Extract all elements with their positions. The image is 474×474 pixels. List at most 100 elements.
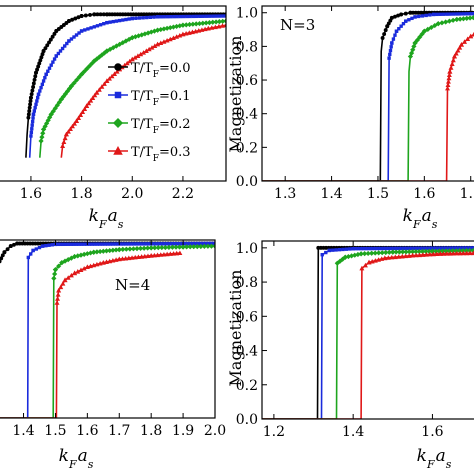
data-point-T0.2 bbox=[383, 249, 389, 256]
data-point-T0.2 bbox=[406, 249, 412, 255]
data-point-T0.0 bbox=[70, 17, 75, 22]
x-tick-label: 1.9 bbox=[172, 423, 194, 439]
data-point-T0.1 bbox=[337, 247, 342, 252]
data-point-T0.1 bbox=[451, 12, 456, 16]
panel-label: N=3 bbox=[280, 16, 315, 34]
data-point-T0.1 bbox=[422, 246, 427, 250]
x-tick-label: 1.8 bbox=[140, 423, 162, 439]
data-point-T0.0 bbox=[413, 10, 418, 15]
legend-label: T/TF=0.0 bbox=[131, 61, 191, 80]
data-point-T0.1 bbox=[126, 242, 131, 246]
data-point-T0.2 bbox=[416, 248, 422, 255]
data-point-T0.2 bbox=[190, 21, 196, 27]
data-point-T0.2 bbox=[467, 247, 473, 254]
data-point-T0.2 bbox=[443, 19, 449, 25]
data-point-T0.2 bbox=[91, 249, 97, 255]
data-point-T0.2 bbox=[187, 244, 193, 250]
data-point-T0.0 bbox=[31, 81, 36, 86]
data-point-T0.1 bbox=[117, 18, 122, 23]
data-point-T0.3 bbox=[424, 252, 429, 257]
data-point-T0.2 bbox=[134, 246, 140, 252]
data-point-T0.1 bbox=[184, 241, 188, 246]
data-point-T0.1 bbox=[108, 242, 113, 246]
data-point-T0.1 bbox=[30, 119, 35, 124]
data-point-T0.3 bbox=[446, 75, 452, 81]
data-point-T0.0 bbox=[38, 58, 43, 63]
y-tick-label: 0.4 bbox=[236, 107, 258, 123]
data-point-T0.3 bbox=[427, 251, 433, 257]
data-point-T0.1 bbox=[385, 246, 390, 251]
data-point-T0.1 bbox=[367, 246, 371, 251]
data-point-T0.3 bbox=[434, 251, 440, 257]
data-point-T0.1 bbox=[89, 26, 93, 30]
y-tick-label: 1.0 bbox=[236, 241, 258, 257]
data-point-T0.0 bbox=[399, 12, 404, 17]
data-point-T0.3 bbox=[80, 109, 86, 114]
data-point-T0.1 bbox=[449, 246, 453, 250]
legend-marker-T0.1 bbox=[114, 91, 122, 99]
data-point-T0.2 bbox=[216, 19, 222, 25]
panel-top-right: 1.3 1.4 1.5 1.6 1.7 0.0 0.2 0.4 0.6 0.8 1.0 Magneti… bbox=[226, 5, 474, 231]
x-axis-label: kFas bbox=[403, 206, 438, 231]
data-point-T0.2 bbox=[210, 19, 216, 25]
data-point-T0.0 bbox=[40, 52, 45, 57]
data-point-T0.2 bbox=[413, 249, 419, 255]
data-point-T0.3 bbox=[143, 48, 149, 53]
data-point-T0.3 bbox=[170, 35, 176, 41]
data-point-T0.3 bbox=[75, 269, 81, 274]
data-point-T0.0 bbox=[101, 12, 106, 17]
data-point-T0.2 bbox=[52, 271, 58, 277]
data-point-T0.1 bbox=[414, 246, 419, 250]
data-point-T0.2 bbox=[205, 243, 211, 249]
data-point-T0.1 bbox=[171, 242, 175, 246]
data-point-T0.1 bbox=[168, 14, 173, 19]
y-axis-label: Magnetization bbox=[226, 36, 245, 153]
series-line-T0.3 bbox=[262, 252, 474, 419]
data-point-T0.2 bbox=[457, 16, 463, 22]
data-point-T0.0 bbox=[389, 15, 394, 20]
data-point-T0.1 bbox=[79, 29, 84, 33]
data-point-T0.2 bbox=[79, 71, 85, 77]
data-point-T0.1 bbox=[359, 246, 363, 251]
data-point-T0.1 bbox=[428, 246, 432, 250]
data-point-T0.2 bbox=[148, 245, 154, 251]
data-point-T0.3 bbox=[468, 33, 474, 39]
data-point-T0.0 bbox=[35, 67, 40, 72]
data-point-T0.2 bbox=[220, 18, 226, 24]
series-line-T0.1 bbox=[262, 12, 474, 181]
data-point-T0.1 bbox=[90, 242, 94, 246]
data-point-T0.3 bbox=[385, 255, 391, 260]
data-point-T0.1 bbox=[153, 242, 157, 246]
data-point-T0.2 bbox=[376, 250, 382, 256]
x-tick-label: 1.6 bbox=[20, 186, 42, 202]
data-point-T0.1 bbox=[124, 242, 128, 246]
data-point-T0.2 bbox=[203, 20, 209, 26]
data-point-T0.1 bbox=[391, 246, 395, 251]
data-point-T0.1 bbox=[29, 134, 33, 138]
x-axis-label: kFas bbox=[417, 446, 452, 471]
data-point-T0.1 bbox=[404, 246, 408, 251]
data-point-T0.2 bbox=[419, 31, 425, 37]
data-point-T0.1 bbox=[38, 89, 42, 93]
data-point-T0.1 bbox=[397, 27, 401, 31]
data-point-T0.1 bbox=[46, 69, 50, 73]
data-point-T0.1 bbox=[446, 246, 450, 250]
data-point-T0.1 bbox=[111, 242, 115, 246]
data-point-T0.1 bbox=[58, 242, 63, 247]
data-point-T0.0 bbox=[36, 64, 41, 69]
data-point-T0.1 bbox=[198, 14, 202, 19]
data-point-T0.2 bbox=[223, 18, 226, 24]
data-point-T0.0 bbox=[33, 74, 38, 79]
data-point-T0.1 bbox=[200, 241, 204, 246]
data-point-T0.2 bbox=[184, 244, 190, 250]
data-point-T0.3 bbox=[177, 32, 183, 38]
data-point-T0.0 bbox=[76, 15, 81, 20]
data-point-T0.3 bbox=[65, 129, 71, 134]
data-point-T0.1 bbox=[430, 246, 435, 250]
data-point-T0.1 bbox=[148, 15, 153, 19]
data-point-T0.1 bbox=[159, 15, 163, 19]
data-point-T0.1 bbox=[137, 16, 142, 20]
data-point-T0.3 bbox=[399, 253, 405, 259]
data-point-T0.1 bbox=[393, 246, 398, 251]
data-point-T0.1 bbox=[344, 247, 349, 251]
